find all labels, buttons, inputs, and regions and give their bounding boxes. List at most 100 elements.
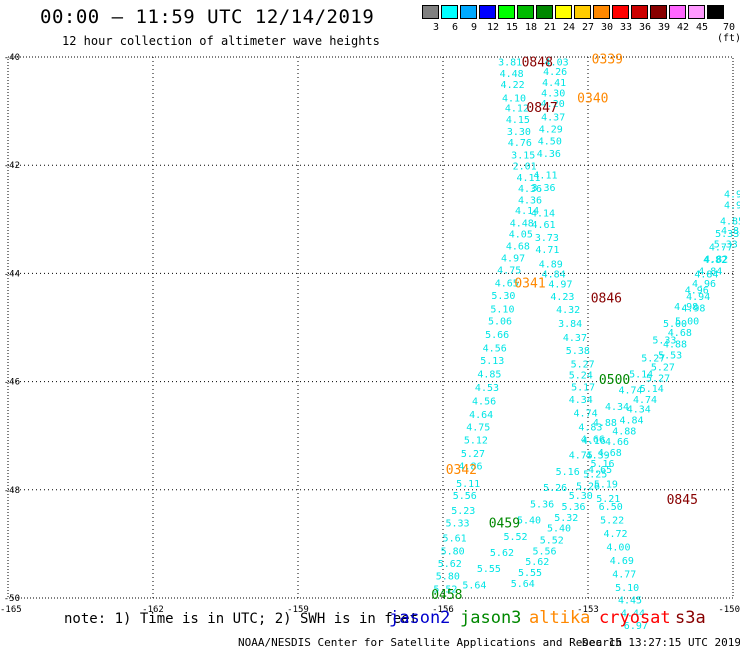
wave-height-value: 5.55 <box>518 568 542 579</box>
color-swatch <box>555 5 572 19</box>
wave-height-value: 4.9 <box>724 201 740 212</box>
wave-height-value: 4.72 <box>604 529 628 540</box>
wave-height-value: 5.52 <box>503 532 527 543</box>
generated-timestamp: Dec 15 13:27:15 UTC 2019 <box>582 636 740 649</box>
wave-height-value: 4.88 <box>663 340 687 351</box>
wave-height-value: 5.06 <box>488 316 512 327</box>
longitude-label: -159 <box>287 605 309 615</box>
axis-labels: -40 -42 -44 -46 -48 -50-165 -162 -159 -156 -153 -1… <box>0 53 740 615</box>
wave-height-value: 4.39 <box>586 451 610 462</box>
color-scale-label: 36 <box>638 22 652 33</box>
wave-height-value: 5.36 <box>530 499 554 510</box>
pass-time-label: 0848 <box>522 55 553 70</box>
wave-height-value: 4.85 <box>721 226 740 237</box>
wave-height-value: 5.14 <box>629 369 653 380</box>
wave-height-value: 4.9 <box>724 189 740 200</box>
wave-height-value: 4.74 <box>618 386 642 397</box>
wave-height-value: 4.82 <box>704 254 728 265</box>
wave-height-value: 5.64 <box>462 580 486 591</box>
color-swatch <box>441 5 458 19</box>
wave-height-value: 4.44 <box>621 609 645 620</box>
wave-height-value: 4.29 <box>539 124 563 135</box>
wave-height-value: 4.41 <box>542 78 566 89</box>
wave-height-value: 4.20 <box>541 99 565 110</box>
wave-height-value: 5.21 <box>596 494 620 505</box>
wave-height-value: 5.12 <box>464 435 488 446</box>
wave-height-value: 5.40 <box>547 524 571 535</box>
wave-height-value: 4.75 <box>466 423 490 434</box>
wave-height-value: 5.11 <box>456 479 480 490</box>
wave-height-value: 5.27 <box>571 360 595 371</box>
wave-height-value: 4.89 <box>539 260 563 271</box>
track-track-d: 4.855.334.824.844.964.985.005.335.275.14… <box>462 226 740 591</box>
wave-height-value: 4.36 <box>518 195 542 206</box>
wave-height-value: 5.00 <box>675 316 699 327</box>
wave-height-value: 5.62 <box>490 548 514 559</box>
wave-height-value: 4.88 <box>612 426 636 437</box>
wave-height-value: 5.36 <box>561 502 585 513</box>
wave-height-value: 5.62 <box>525 557 549 568</box>
wave-height-value: 4.22 <box>501 80 525 91</box>
wave-height-value: 4.64 <box>469 410 493 421</box>
color-swatch <box>536 5 553 19</box>
wave-height-value: 5.56 <box>532 546 556 557</box>
sat-legend-cryosat: cryosat <box>599 608 671 628</box>
pass-time-label: 0846 <box>591 292 622 307</box>
wave-height-value: 4.69 <box>610 556 634 567</box>
wave-height-value: 4.03 <box>545 57 569 68</box>
wave-height-value: 4.96 <box>685 286 709 297</box>
wave-height-value: 4.15 <box>506 115 530 126</box>
wave-height-value: 5.10 <box>490 305 514 316</box>
wave-height-value: 4.34 <box>605 402 629 413</box>
wave-height-value: 4.65 <box>588 465 612 476</box>
wave-height-value: 4.14 <box>531 208 555 219</box>
track-track-a: 3.814.484.224.104.124.153.304.763.152.01… <box>433 57 542 595</box>
wave-height-value: 5.10 <box>615 583 639 594</box>
color-swatch <box>669 5 686 19</box>
wave-height-value: 4.84 <box>542 269 566 280</box>
sat-legend-jason2: jason2 <box>389 608 451 628</box>
color-scale-label: 39 <box>657 22 671 33</box>
longitude-label: -162 <box>142 605 164 615</box>
wave-height-value: 4.23 <box>550 292 574 303</box>
pass-time-labels: 0848 0339 0340 0847 0341 0846 0500 0342 0845 0459… <box>431 53 698 604</box>
color-scale-label: 45 <box>695 22 709 33</box>
wave-height-value: 5.52 <box>540 536 564 547</box>
color-scale-label: 30 <box>600 22 614 33</box>
wave-height-value: 4.48 <box>510 219 534 230</box>
sat-legend-jason3: jason3 <box>460 608 522 628</box>
wave-height-value: 5.25 <box>583 470 607 481</box>
wave-height-value: 4.61 <box>531 220 555 231</box>
wave-height-value: 4.85 <box>720 216 740 227</box>
wave-height-value: 4.66 <box>581 434 605 445</box>
latitude-label: -50 <box>4 594 20 604</box>
wave-height-value: 4.77 <box>709 242 733 253</box>
wave-height-value: 4.36 <box>518 184 542 195</box>
wave-height-value: 5.80 <box>441 546 465 557</box>
wave-height-value: 3.30 <box>507 127 531 138</box>
wave-height-value: 4.12 <box>505 103 529 114</box>
color-scale-label: 15 <box>505 22 519 33</box>
wave-height-value: 4.48 <box>500 69 524 80</box>
wave-height-value: 4.88 <box>593 418 617 429</box>
wave-height-value: 4.94 <box>686 292 710 303</box>
wave-height-value: 4.76 <box>508 138 532 149</box>
credit-text: NOAA/NESDIS Center for Satellite Applica… <box>238 636 623 649</box>
wave-height-value: 4.83 <box>578 423 602 434</box>
color-scale-label: 21 <box>543 22 557 33</box>
wave-height-value: 5.64 <box>511 579 535 590</box>
sat-legend-s3a: s3a <box>675 608 706 628</box>
wave-height-value: 4.00 <box>606 543 630 554</box>
wave-height-value: 5.23 <box>451 506 475 517</box>
wave-height-value: 4.97 <box>548 280 572 291</box>
wave-height-value: 4.82 <box>703 255 727 266</box>
wave-height-value: 5.40 <box>517 516 541 527</box>
color-swatch <box>631 5 648 19</box>
wave-height-value: 4.30 <box>541 89 565 100</box>
wave-height-value: 5.16 <box>590 459 614 470</box>
wave-height-value: 5.16 <box>556 467 580 478</box>
wave-height-value: 5.24 <box>569 371 593 382</box>
wave-height-value: 5.30 <box>491 291 515 302</box>
wave-height-value: 5.33 <box>715 229 739 240</box>
